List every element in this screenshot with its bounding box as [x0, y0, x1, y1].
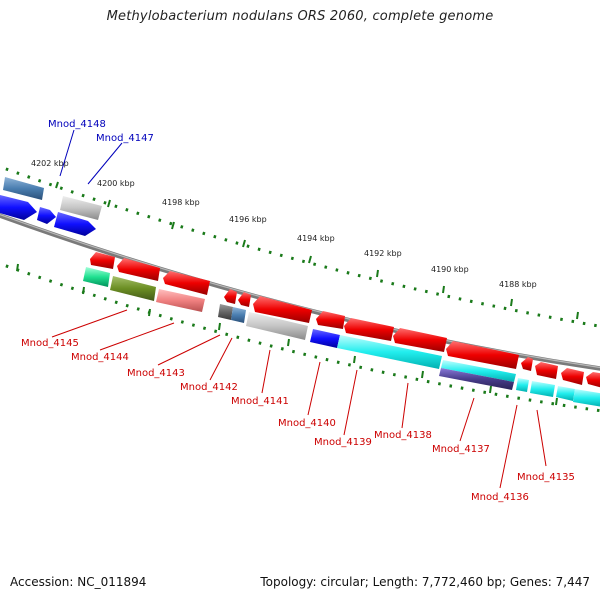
- gene-feature-mnod-4139[interactable]: [337, 335, 442, 369]
- reverse-genes: [83, 252, 600, 407]
- gene-feature-red[interactable]: [586, 372, 600, 388]
- genome-stats: Topology: circular; Length: 7,772,460 bp…: [260, 575, 590, 589]
- gene-feature-mnod-4143[interactable]: [156, 289, 205, 312]
- scale-label: 4190 kbp: [431, 265, 469, 274]
- gene-label-mnod-4148[interactable]: Mnod_4148: [48, 119, 106, 130]
- gene-feature-red[interactable]: [316, 311, 345, 329]
- gene-feature-red[interactable]: [535, 362, 558, 379]
- forward-genes: [0, 177, 102, 236]
- gene-feature-mnod-4136[interactable]: [516, 378, 529, 392]
- gene-feature-red[interactable]: [238, 292, 251, 307]
- gene-feature-red[interactable]: [163, 271, 210, 295]
- gene-label-mnod-4140[interactable]: Mnod_4140: [278, 418, 336, 429]
- gene-feature-steel[interactable]: [231, 307, 246, 323]
- gene-label-mnod-4143[interactable]: Mnod_4143: [127, 368, 185, 379]
- gene-feature-mnod-4147[interactable]: [60, 196, 102, 220]
- genome-title: Methylobacterium nodulans ORS 2060, comp…: [106, 9, 494, 24]
- upper-major-ticks: [55, 181, 579, 320]
- gene-label-mnod-4142[interactable]: Mnod_4142: [180, 382, 238, 393]
- lower-major-ticks: [16, 263, 558, 406]
- gene-feature-mnod-4137-band[interactable]: [439, 368, 514, 390]
- gene-feature-mnod-4148[interactable]: [0, 195, 37, 220]
- gene-feature-mnod-4135[interactable]: [530, 381, 555, 397]
- gene-label-mnod-4141[interactable]: Mnod_4141: [231, 396, 289, 407]
- scale-label: 4200 kbp: [97, 179, 135, 188]
- gene-feature-red[interactable]: [117, 258, 160, 281]
- gene-feature-cyan[interactable]: [573, 389, 600, 407]
- scale-labels: 4202 kbp 4200 kbp 4198 kbp 4196 kbp 4194…: [31, 159, 537, 289]
- gene-label-mnod-4138[interactable]: Mnod_4138: [374, 430, 432, 441]
- scale-label: 4198 kbp: [162, 198, 200, 207]
- gene-label-mnod-4145[interactable]: Mnod_4145: [21, 338, 79, 349]
- gene-feature-red[interactable]: [521, 357, 533, 371]
- gene-label-mnod-4135[interactable]: Mnod_4135: [517, 472, 575, 483]
- gene-feature-red[interactable]: [393, 328, 447, 352]
- gene-label-mnod-4147[interactable]: Mnod_4147: [96, 133, 154, 144]
- gene-label-mnod-4144[interactable]: Mnod_4144: [71, 352, 129, 363]
- accession-text: Accession: NC_011894: [10, 575, 147, 589]
- scale-label: 4192 kbp: [364, 249, 402, 258]
- gene-feature-mnod-4144[interactable]: [110, 276, 156, 301]
- gene-feature-red[interactable]: [446, 341, 519, 369]
- gene-feature-mnod-4142[interactable]: [218, 304, 233, 320]
- gene-feature-blue-right[interactable]: [54, 212, 96, 236]
- scale-label: 4202 kbp: [31, 159, 69, 168]
- gene-feature-mnod-4137[interactable]: [441, 360, 516, 382]
- gene-label-mnod-4139[interactable]: Mnod_4139: [314, 437, 372, 448]
- gene-feature-steel[interactable]: [3, 177, 44, 200]
- lower-gene-leaders: [51, 309, 547, 489]
- gene-feature-red[interactable]: [344, 318, 394, 341]
- gene-feature-red[interactable]: [561, 368, 584, 385]
- gene-label-mnod-4137[interactable]: Mnod_4137: [432, 444, 490, 455]
- upper-gene-labels: [59, 129, 123, 185]
- gene-feature-mnod-4141[interactable]: [246, 312, 308, 340]
- scale-label: 4188 kbp: [499, 280, 537, 289]
- scale-label: 4194 kbp: [297, 234, 335, 243]
- gene-feature-red[interactable]: [253, 296, 312, 323]
- gene-feature-mnod-4145[interactable]: [83, 267, 110, 287]
- gene-feature-cyan[interactable]: [556, 386, 575, 401]
- gene-feature-mnod-4140[interactable]: [310, 329, 340, 348]
- scale-label: 4196 kbp: [229, 215, 267, 224]
- gene-feature-blue-small[interactable]: [37, 207, 56, 224]
- gene-label-mnod-4136[interactable]: Mnod_4136: [471, 492, 529, 503]
- gene-feature-red[interactable]: [224, 289, 237, 304]
- gene-feature-red[interactable]: [90, 252, 115, 269]
